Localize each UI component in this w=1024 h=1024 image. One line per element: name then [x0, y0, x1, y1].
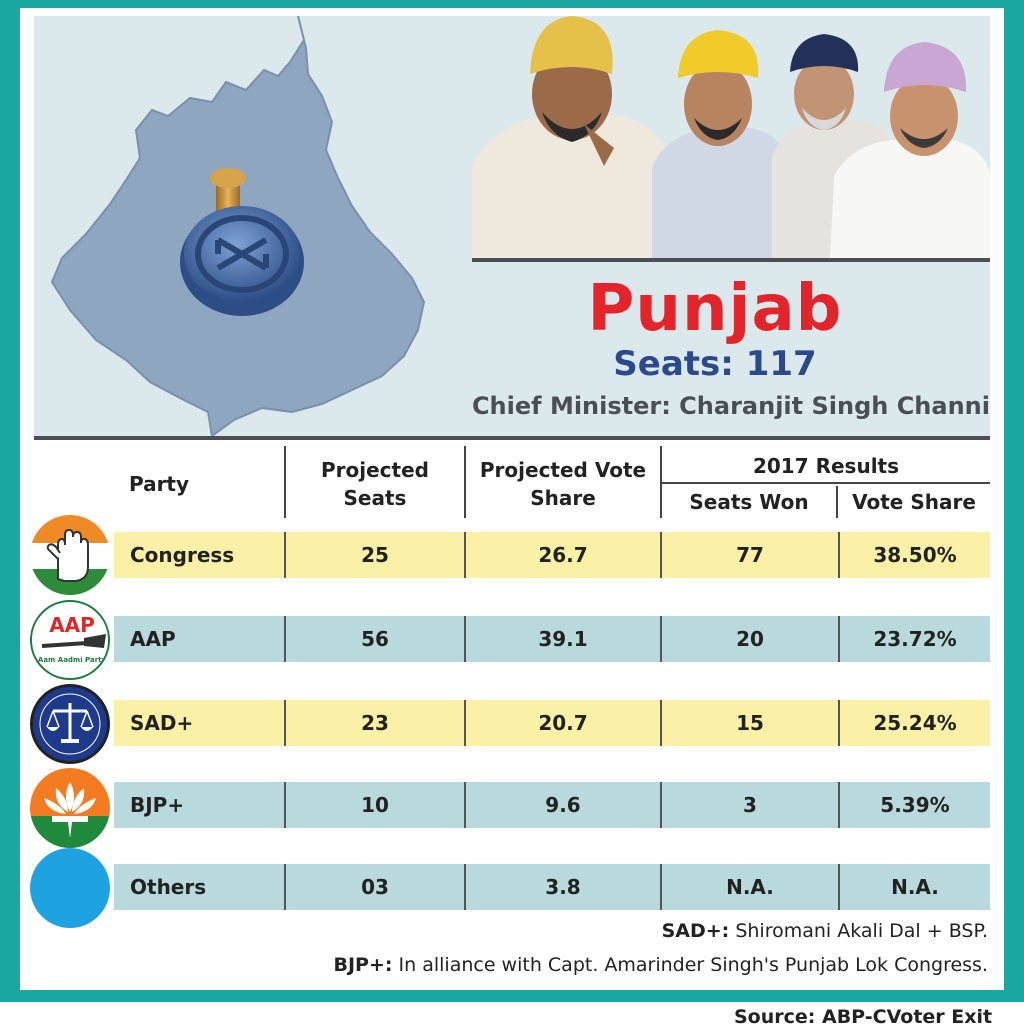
cell-separator	[660, 532, 662, 578]
footnote-bjp-text: In alliance with Capt. Amarinder Singh's…	[398, 954, 988, 976]
cell-projected-vote-share: 9.6	[545, 793, 581, 817]
cell-separator	[838, 864, 840, 910]
cell-party: Congress	[130, 543, 235, 567]
cell-separator	[464, 700, 466, 746]
cell-party: SAD+	[130, 711, 194, 735]
cell-vote-share: 38.50%	[873, 543, 957, 567]
footnote-sad: SAD+: Shiromani Akali Dal + BSP.	[662, 920, 988, 942]
politician-portrait-1	[472, 16, 672, 262]
aap-logo-text: AAP	[49, 613, 95, 637]
sad-scales-icon	[30, 684, 110, 764]
cell-separator	[464, 532, 466, 578]
header-divider	[34, 436, 990, 440]
cell-party: Others	[130, 875, 207, 899]
politician-portrait-4	[830, 42, 990, 262]
table-row-congress: Congress 25 26.7 77 38.50%	[114, 532, 990, 578]
cell-separator	[660, 782, 662, 828]
politician-portraits	[472, 16, 990, 262]
table-row-sad: SAD+ 23 20.7 15 25.24%	[114, 700, 990, 746]
col-header-vote-share: Vote Share	[852, 490, 976, 514]
col-header-2017-results: 2017 Results	[752, 454, 900, 478]
cell-separator	[838, 782, 840, 828]
aap-logo-name: Aam Aadmi Party	[38, 656, 107, 664]
cell-vote-share: N.A.	[891, 875, 939, 899]
cell-separator	[284, 616, 286, 662]
others-circle-icon	[30, 848, 110, 928]
aap-broom-icon: AAP Aam Aadmi Party	[30, 600, 110, 680]
cell-separator	[838, 532, 840, 578]
footnote-sad-label: SAD+:	[661, 920, 730, 942]
col-header-seats-won: Seats Won	[689, 490, 809, 514]
table-row-others: Others 03 3.8 N.A. N.A.	[114, 864, 990, 910]
table-row-aap: AAP 56 39.1 20 23.72%	[114, 616, 990, 662]
bjp-lotus-icon	[30, 768, 110, 848]
footnote-sad-text: Shiromani Akali Dal + BSP.	[735, 920, 988, 942]
cell-vote-share: 25.24%	[873, 711, 957, 735]
cell-projected-seats: 10	[361, 793, 389, 817]
ballot-stamp-icon	[180, 168, 304, 316]
cell-seats-won: 3	[743, 793, 757, 817]
cell-projected-seats: 56	[361, 627, 389, 651]
cell-separator	[464, 782, 466, 828]
cell-separator	[660, 700, 662, 746]
cell-separator	[464, 616, 466, 662]
cell-separator	[660, 616, 662, 662]
cell-seats-won: 77	[736, 543, 764, 567]
source-credit: Source: ABP-CVoter Exit Poll	[734, 1006, 993, 1024]
cell-projected-seats: 03	[361, 875, 389, 899]
cell-seats-won: 15	[736, 711, 764, 735]
page-title: Punjab	[587, 272, 843, 346]
cell-separator	[660, 864, 662, 910]
cell-projected-vote-share: 39.1	[538, 627, 588, 651]
cell-seats-won: N.A.	[726, 875, 774, 899]
cell-vote-share: 23.72%	[873, 627, 957, 651]
cell-projected-seats: 25	[361, 543, 389, 567]
cell-party: AAP	[130, 627, 176, 651]
table-row-bjp: BJP+ 10 9.6 3 5.39%	[114, 782, 990, 828]
cell-projected-vote-share: 3.8	[545, 875, 581, 899]
cell-projected-vote-share: 26.7	[538, 543, 588, 567]
cell-seats-won: 20	[736, 627, 764, 651]
punjab-map-icon	[40, 10, 440, 440]
col-header-projected-vote-share: Projected Vote Share	[479, 458, 647, 510]
cell-separator	[838, 616, 840, 662]
cell-projected-seats: 23	[361, 711, 389, 735]
cell-separator	[284, 700, 286, 746]
footnote-bjp-label: BJP+:	[333, 954, 393, 976]
cell-projected-vote-share: 20.7	[538, 711, 588, 735]
cell-vote-share: 5.39%	[880, 793, 950, 817]
cell-separator	[284, 532, 286, 578]
header-separator	[836, 486, 838, 518]
cell-separator	[838, 700, 840, 746]
footnote-bjp: BJP+: In alliance with Capt. Amarinder S…	[333, 954, 988, 976]
cell-separator	[284, 864, 286, 910]
header-separator	[464, 446, 466, 518]
congress-hand-icon	[30, 515, 110, 595]
total-seats: Seats: 117	[613, 344, 817, 384]
header-group-underline	[662, 482, 990, 484]
header-separator	[660, 446, 662, 518]
col-header-projected-seats: Projected Seats	[321, 458, 429, 510]
cell-party: BJP+	[130, 793, 185, 817]
cell-separator	[284, 782, 286, 828]
politician-portrait-2	[652, 30, 790, 262]
col-header-party: Party	[128, 472, 190, 496]
header-separator	[284, 446, 286, 518]
cell-separator	[464, 864, 466, 910]
chief-minister-label: Chief Minister: Charanjit Singh Channi	[471, 392, 990, 420]
